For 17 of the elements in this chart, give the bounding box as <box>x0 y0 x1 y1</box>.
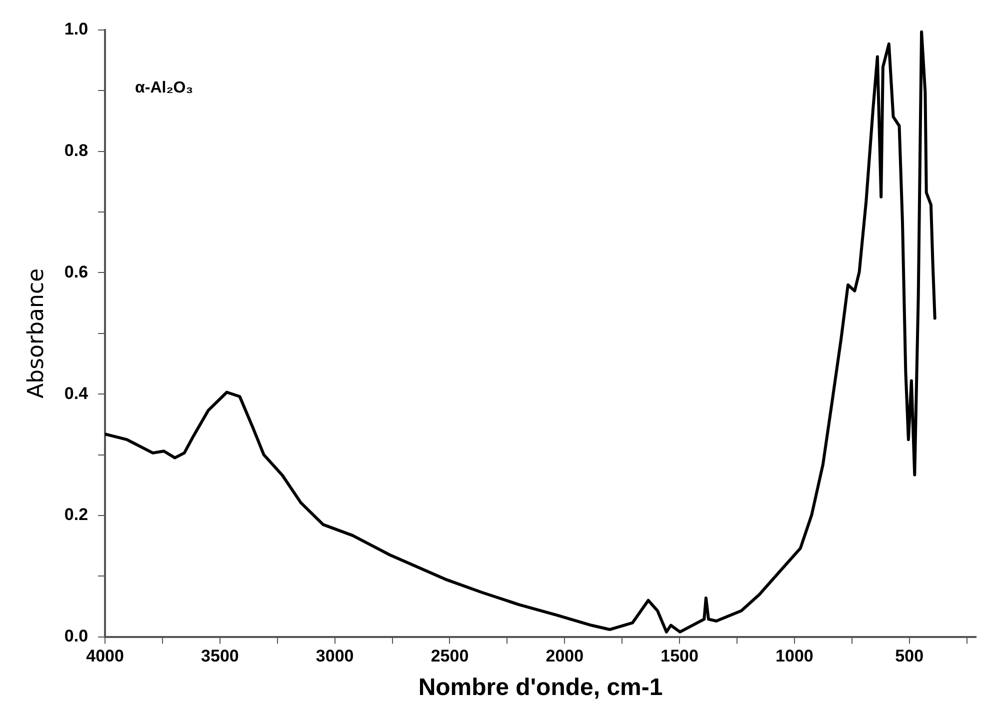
y-tick-label: 0.8 <box>64 141 88 160</box>
x-tick-label: 4000 <box>86 646 124 666</box>
x-tick-label: 3000 <box>316 646 354 666</box>
y-tick-label: 0.4 <box>64 384 89 403</box>
x-tick-label: 500 <box>895 646 924 666</box>
x-tick-label: 2500 <box>430 646 469 666</box>
y-tick-label: 0.0 <box>64 626 88 646</box>
x-axis-title: Nombre d'onde, cm-1 <box>418 674 663 702</box>
y-axis-title: Absorbance <box>24 268 49 398</box>
annotation: α-Al₂O₃ <box>135 79 194 96</box>
y-tick-label: 0.2 <box>64 505 88 524</box>
x-tick-label: 1000 <box>776 646 814 666</box>
x-tick-label: 1500 <box>660 646 698 666</box>
y-tick-label: 1.0 <box>64 20 88 39</box>
x-tick-label: 2000 <box>546 646 584 666</box>
y-tick-label: 0.6 <box>64 262 88 282</box>
x-tick-label: 3500 <box>201 646 239 666</box>
